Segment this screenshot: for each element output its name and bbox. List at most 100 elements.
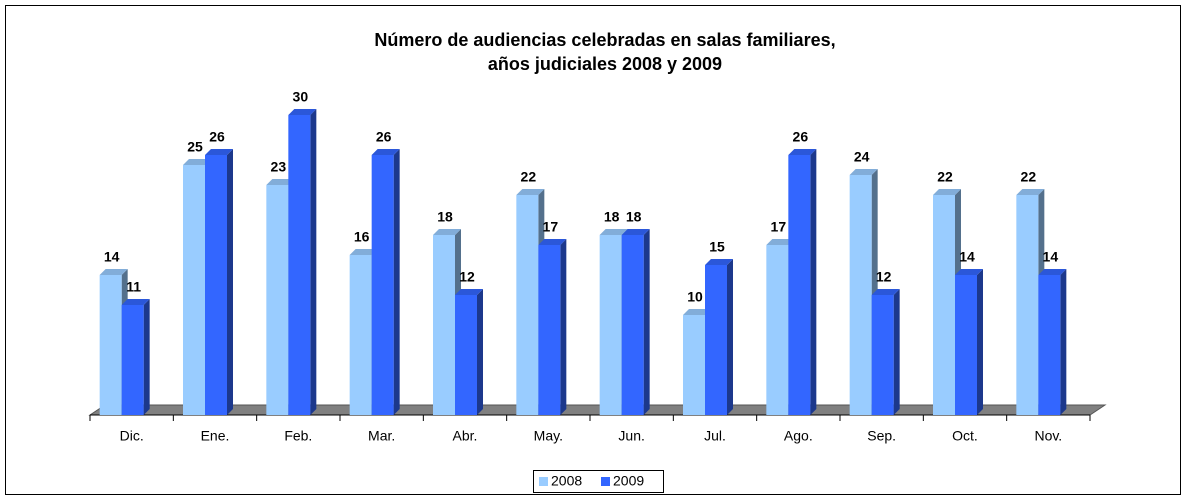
bar-side (227, 149, 233, 415)
bar (288, 115, 311, 415)
bar (538, 245, 561, 415)
x-tick-label: Abr. (453, 428, 478, 444)
value-label: 26 (376, 129, 392, 145)
value-label: 26 (209, 129, 225, 145)
bar-side (893, 289, 900, 415)
bar (705, 265, 727, 415)
legend-swatch (601, 477, 610, 486)
bar-top (266, 179, 295, 185)
value-label: 16 (354, 229, 370, 245)
bar-top (621, 229, 650, 235)
bar (516, 195, 539, 415)
value-label: 14 (959, 249, 975, 265)
bar (871, 295, 894, 415)
bar-top (705, 259, 733, 265)
bar-top (99, 269, 128, 275)
bar-top (955, 269, 983, 275)
value-label: 18 (437, 209, 453, 225)
bar (933, 195, 955, 415)
bar (121, 305, 144, 415)
x-tick-label: Nov. (1034, 428, 1062, 444)
legend-label: 2008 (551, 473, 582, 489)
x-tick-label: Dic. (120, 428, 144, 444)
bar-side (560, 239, 567, 415)
chart-title: Número de audiencias celebradas en salas… (374, 30, 835, 50)
x-tick-label: Sep. (867, 428, 896, 444)
bar-top (933, 189, 961, 195)
bar-side (143, 299, 150, 415)
x-tick-label: Mar. (368, 428, 395, 444)
bar-side (727, 259, 733, 415)
value-label: 12 (459, 269, 475, 285)
bar-top (288, 109, 317, 115)
bar-top (1016, 189, 1045, 195)
value-label: 26 (793, 129, 809, 145)
bar (371, 155, 394, 415)
x-tick-label: Oct. (952, 428, 978, 444)
bar (683, 315, 705, 415)
bar-top (1038, 269, 1067, 275)
bar-top (683, 309, 711, 315)
value-label: 22 (1021, 169, 1037, 185)
bar (433, 235, 455, 415)
bar-top (516, 189, 545, 195)
bar (599, 235, 622, 415)
value-label: 17 (543, 219, 559, 235)
value-label: 30 (293, 89, 309, 105)
bar-top (205, 149, 233, 155)
bar-side (643, 229, 650, 415)
bar-top (849, 169, 878, 175)
x-tick-label: Feb. (284, 428, 312, 444)
bar-side (810, 149, 817, 415)
bar-side (1060, 269, 1067, 415)
bar-top (349, 249, 378, 255)
bar-top (433, 229, 461, 235)
value-label: 23 (271, 159, 287, 175)
bar (349, 255, 372, 415)
x-tick-label: Jun. (618, 428, 644, 444)
bar (1038, 275, 1061, 415)
bar-top (599, 229, 628, 235)
bar (955, 275, 977, 415)
value-label: 15 (709, 239, 725, 255)
value-label: 14 (104, 249, 120, 265)
value-label: 11 (126, 279, 141, 295)
bar-top (766, 239, 795, 245)
bar (455, 295, 477, 415)
bar-top (538, 239, 567, 245)
legend-label: 2009 (613, 473, 644, 489)
value-label: 22 (521, 169, 537, 185)
x-tick-label: Ago. (784, 428, 813, 444)
value-label: 18 (626, 209, 642, 225)
bar-side (977, 269, 983, 415)
bar-side (393, 149, 400, 415)
x-tick-label: Ene. (201, 428, 230, 444)
value-label: 18 (604, 209, 620, 225)
value-label: 10 (687, 289, 703, 305)
bar-top (788, 149, 817, 155)
chart-border (5, 5, 1181, 495)
x-tick-label: Jul. (704, 428, 726, 444)
legend-swatch (539, 477, 548, 486)
value-label: 24 (854, 149, 870, 165)
bar-side (310, 109, 317, 415)
value-label: 22 (937, 169, 953, 185)
bar-top (371, 149, 400, 155)
bar-top (871, 289, 900, 295)
value-label: 12 (876, 269, 892, 285)
bar-side (477, 289, 483, 415)
bar (1016, 195, 1039, 415)
bar-top (121, 299, 150, 305)
value-label: 25 (187, 139, 203, 155)
chart-subtitle: años judiciales 2008 y 2009 (488, 54, 722, 74)
bar (266, 185, 289, 415)
x-tick-label: May. (534, 428, 563, 444)
bar (766, 245, 789, 415)
bar (849, 175, 872, 415)
bar-top (455, 289, 483, 295)
value-label: 17 (771, 219, 787, 235)
bar-top (183, 159, 211, 165)
bar (99, 275, 122, 415)
bar (788, 155, 811, 415)
